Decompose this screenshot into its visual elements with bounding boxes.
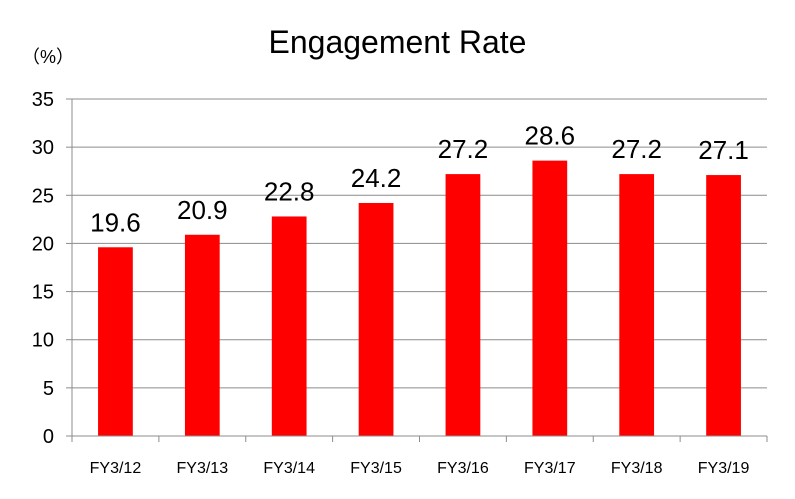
x-tick-label: FY3/18 [611, 460, 663, 477]
x-tick-label: FY3/15 [350, 460, 402, 477]
y-tick-label: 35 [32, 89, 54, 111]
y-tick-label: 15 [32, 282, 54, 304]
y-tick-label: 25 [32, 185, 54, 207]
bar [271, 216, 307, 436]
bar [445, 174, 481, 437]
bar [532, 160, 568, 436]
x-tick-label: FY3/14 [263, 460, 315, 477]
bar [358, 202, 394, 436]
data-label: 28.6 [525, 121, 576, 151]
x-tick-label: FY3/19 [698, 460, 750, 477]
bar [98, 247, 133, 436]
x-tick-label: FY3/16 [437, 460, 489, 477]
y-tick-label: 20 [32, 233, 54, 255]
data-label: 19.6 [90, 207, 141, 237]
x-tick-label: FY3/17 [524, 460, 576, 477]
data-label: 27.2 [438, 134, 489, 164]
data-label: 20.9 [177, 195, 228, 225]
data-label: 24.2 [351, 163, 402, 193]
x-tick-label: FY3/13 [177, 460, 229, 477]
y-tick-label: 10 [32, 330, 54, 352]
data-label: 27.1 [698, 135, 749, 165]
x-tick-label: FY3/12 [90, 460, 142, 477]
y-tick-label: 0 [43, 426, 54, 448]
data-label: 27.2 [611, 134, 662, 164]
data-label: 22.8 [264, 176, 315, 206]
y-tick-label: 30 [32, 137, 54, 159]
bar [184, 234, 220, 436]
bar [619, 174, 655, 437]
y-axis-unit-label: （%） [22, 47, 75, 67]
bar [706, 175, 741, 436]
y-tick-label: 5 [43, 378, 54, 400]
chart-title: Engagement Rate [268, 24, 527, 60]
